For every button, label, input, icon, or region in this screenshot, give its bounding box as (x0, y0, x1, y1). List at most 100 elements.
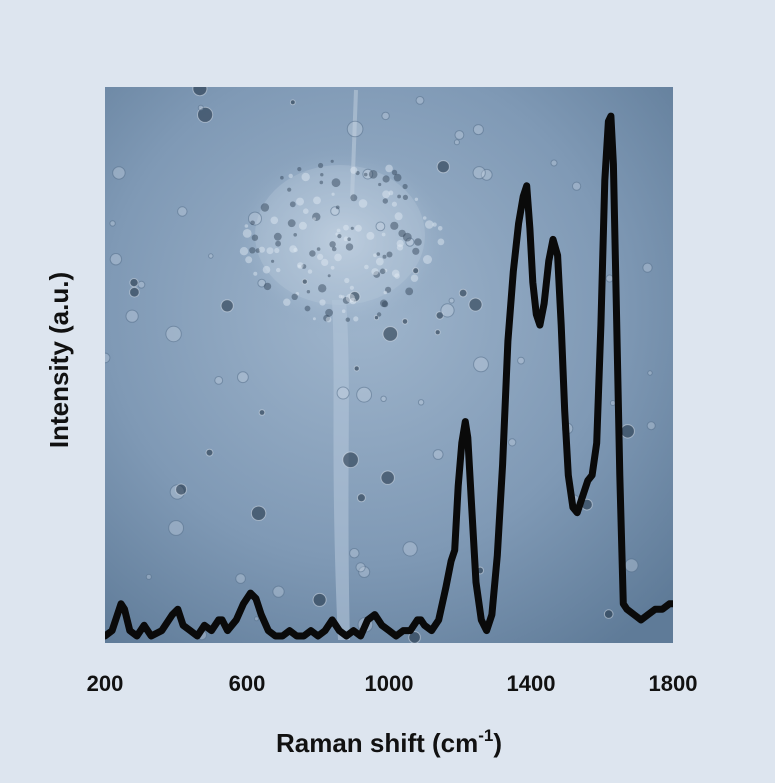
cluster-cell (382, 254, 387, 259)
cluster-cell (271, 259, 275, 263)
cluster-cell (344, 277, 350, 284)
x-tick-label: 1800 (649, 671, 698, 696)
x-axis-label: Raman shift (cm-1) (276, 726, 502, 758)
background-cell (605, 274, 614, 283)
cluster-cell (291, 293, 298, 300)
cluster-cell (379, 268, 386, 275)
background-cell (417, 399, 425, 406)
background-cell (112, 166, 126, 180)
background-cell (214, 376, 224, 385)
cluster-cell (382, 198, 388, 204)
cluster-cell (382, 175, 390, 183)
cluster-cell (366, 231, 375, 240)
cluster-cell (296, 197, 304, 206)
cluster-cell (391, 269, 400, 278)
cluster-cell (380, 299, 388, 308)
cluster-cell (364, 264, 369, 270)
cluster-cell (368, 170, 378, 179)
cluster-cell (330, 159, 334, 163)
cluster-cell (391, 201, 397, 207)
background-cell (405, 237, 415, 247)
cluster-cell (298, 221, 307, 230)
cluster-cell (414, 238, 422, 246)
cluster-cell (383, 290, 388, 295)
background-cell (349, 548, 360, 559)
cluster-cell (410, 274, 419, 282)
cluster-cell (373, 253, 377, 258)
cluster-cell (327, 274, 331, 278)
cluster-cell (394, 212, 403, 221)
background-cell (330, 206, 340, 216)
background-cell (129, 278, 139, 288)
background-cell (250, 505, 267, 521)
cluster-cell (304, 305, 311, 312)
cluster-cell (295, 292, 300, 296)
cluster-cell (335, 205, 340, 210)
background-cell (448, 297, 455, 304)
background-cell (197, 106, 214, 123)
background-cell (480, 168, 493, 181)
cluster-cell (301, 172, 310, 182)
cluster-cell (371, 268, 379, 276)
background-cell (440, 303, 455, 318)
cluster-cell (376, 252, 381, 256)
cluster-cell (354, 224, 362, 232)
x-axis-label-main: Raman shift (cm (276, 728, 478, 758)
cluster-cell (266, 247, 274, 255)
background-cell (342, 451, 359, 469)
cluster-cell (378, 182, 382, 187)
cluster-cell (319, 180, 324, 185)
cluster-cell (345, 317, 350, 322)
background-cell (109, 253, 123, 266)
cluster-cell (385, 286, 392, 293)
cluster-cell (287, 219, 296, 228)
background-cell (402, 541, 418, 557)
cluster-cell (313, 196, 321, 205)
x-tick-label: 1000 (365, 671, 414, 696)
cluster-cell (255, 248, 261, 253)
cluster-cell (312, 217, 316, 221)
cluster-cell (293, 233, 298, 237)
cluster-cell (422, 216, 427, 220)
cluster-cell (253, 271, 258, 276)
background-cell (373, 315, 380, 321)
background-cell (408, 631, 421, 643)
cluster-cell (325, 316, 332, 323)
background-cell (349, 291, 361, 303)
cluster-cell (318, 162, 324, 169)
background-cell (197, 104, 204, 111)
cluster-cell (312, 317, 316, 321)
background-cell (235, 573, 246, 584)
cluster-cell (402, 194, 408, 200)
cluster-cell (245, 256, 253, 264)
cluster-cell (301, 264, 307, 269)
cluster-cell (249, 247, 256, 254)
cluster-cell (318, 284, 327, 293)
cluster-cell (331, 192, 335, 196)
background-cell (380, 470, 395, 485)
x-tick-label: 200 (87, 671, 124, 696)
cluster-cell (343, 224, 349, 231)
cluster-cell (382, 190, 390, 199)
cluster-cell (376, 312, 382, 317)
background-cell (472, 166, 486, 180)
background-cell (336, 386, 350, 400)
cluster-cell (319, 299, 326, 306)
cluster-cell (263, 282, 272, 291)
cluster-cell (331, 246, 337, 252)
cluster-cell (393, 173, 402, 182)
spectrum-line (105, 112, 673, 640)
background-cell (401, 318, 409, 325)
x-tick-label: 1400 (507, 671, 556, 696)
cluster-cell (350, 226, 354, 230)
cluster-cell (343, 236, 349, 242)
cluster-cell (388, 190, 394, 196)
background-cell (168, 520, 185, 536)
background-cell (454, 130, 465, 140)
background-cell (205, 448, 214, 457)
cluster-cell (342, 296, 350, 304)
background-cell (175, 483, 188, 496)
cluster-cell (297, 262, 304, 269)
x-axis-label-close: ) (493, 728, 502, 758)
cluster-cell (386, 251, 393, 258)
